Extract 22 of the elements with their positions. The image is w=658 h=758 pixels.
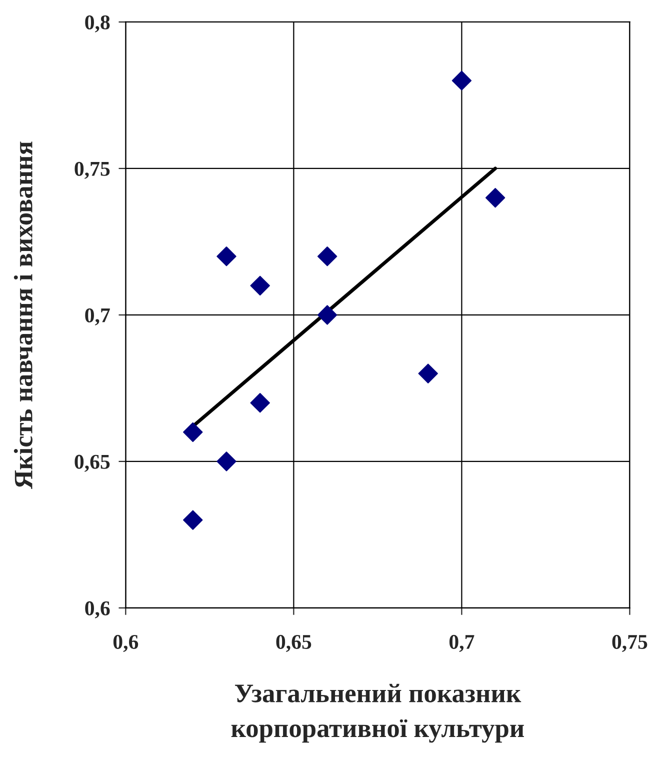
y-tick-label: 0,7	[85, 308, 110, 326]
y-tick-label: 0,65	[74, 454, 110, 472]
y-tick-label: 0,75	[74, 162, 110, 179]
point	[250, 276, 270, 296]
y-tick-label: 0,6	[85, 601, 110, 618]
x-tick-label: 0,75	[612, 634, 648, 652]
point	[317, 305, 338, 325]
point	[183, 422, 203, 442]
y-tick-label: 0,8	[85, 15, 110, 32]
point	[418, 364, 438, 384]
x-axis-title: Узагальнений показник корпоративної культури	[231, 684, 524, 743]
x-tick-label: 0,7	[449, 634, 474, 652]
point	[216, 246, 236, 266]
point	[452, 70, 472, 90]
point	[216, 452, 236, 472]
point	[183, 510, 203, 530]
point	[317, 246, 338, 266]
y-axis-title: Якість навчання і виховання	[14, 142, 32, 489]
x-tick-label: 0,65	[276, 634, 312, 652]
point	[485, 188, 506, 208]
point	[250, 392, 270, 413]
x-tick-label: 0,6	[113, 634, 138, 652]
